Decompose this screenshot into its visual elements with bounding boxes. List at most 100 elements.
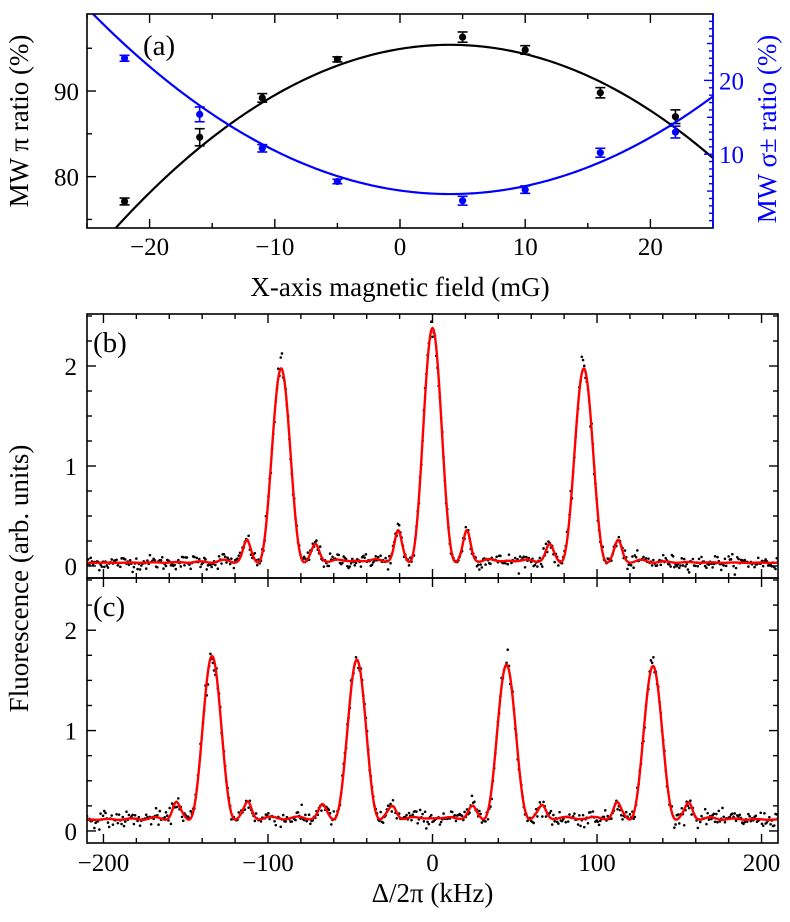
- spectrum-data-point: [177, 797, 180, 800]
- spectrum-data-point: [616, 807, 619, 811]
- spectrum-data-point: [222, 552, 226, 556]
- panel-a-data-point: [671, 113, 680, 121]
- spectrum-data-point: [606, 814, 610, 818]
- spectrum-data-point: [302, 555, 306, 559]
- panel-a-data-point: [333, 55, 341, 63]
- spectrum-data-point: [363, 556, 366, 560]
- spectrum-data-point: [568, 813, 571, 816]
- spectrum-data-point: [566, 820, 570, 823]
- panel-a-plot-area: [91, 14, 713, 228]
- spectrum-data-point: [296, 810, 300, 814]
- spectrum-data-point: [304, 813, 307, 817]
- spectrum-data-point: [426, 820, 429, 824]
- spectrum-data-point: [549, 809, 553, 813]
- spectrum-data-point: [677, 822, 681, 825]
- spectrum-data-point: [389, 561, 392, 565]
- panel-a-fit-curve-1: [91, 14, 713, 196]
- spectrum-data-point: [410, 818, 413, 822]
- spectrum-data-point: [279, 825, 283, 829]
- spectrum-data-point: [706, 811, 709, 815]
- spectrum-data-point: [687, 806, 691, 810]
- spectrum-data-point: [743, 820, 746, 824]
- spectrum-data-point: [711, 566, 714, 569]
- spectrum-data-point: [599, 819, 602, 823]
- spectrum-data-point: [552, 813, 555, 817]
- spectrum-data-point: [195, 556, 199, 560]
- spectrum-data-point: [624, 810, 628, 814]
- spectrum-data-point: [578, 814, 581, 817]
- spectrum-data-point: [349, 562, 353, 565]
- spectrum-data-point: [719, 568, 723, 572]
- spectrum-data-point: [674, 823, 677, 826]
- spectrum-data-point: [391, 798, 395, 802]
- spectrum-data-point: [532, 821, 535, 825]
- spectrum-data-point: [102, 809, 106, 813]
- spectrum-data-point: [633, 815, 637, 819]
- spectrum-data-point: [765, 821, 769, 824]
- spectrum-data-point: [478, 568, 481, 571]
- spectrum-data-point: [237, 554, 241, 557]
- spectrum-data-point: [753, 565, 756, 569]
- spectrum-data-point: [454, 819, 458, 823]
- spectrum-data-point: [668, 563, 671, 566]
- panel-b-label: (b): [93, 327, 127, 359]
- spectrum-x-tick-label: 0: [426, 850, 439, 877]
- spectrum-data-point: [580, 355, 584, 359]
- spectrum-data-point: [168, 806, 171, 810]
- spectrum-data-point: [216, 567, 220, 570]
- spectrum-data-point: [480, 821, 484, 824]
- spectrum-data-point: [731, 552, 734, 556]
- spectrum-data-point: [747, 565, 750, 568]
- spectrum-data-point: [274, 823, 278, 827]
- spectrum-data-point: [523, 565, 527, 569]
- spectrum-data-point: [732, 564, 735, 568]
- spectrum-data-point: [536, 815, 539, 818]
- spectrum-data-point: [421, 812, 424, 816]
- spectrum-data-point: [716, 820, 719, 824]
- spectrum-data-point: [677, 566, 681, 570]
- spectrum-x-tick-label: −100: [242, 850, 294, 877]
- spectrum-data-point: [562, 817, 565, 821]
- spectrum-data-point: [632, 566, 635, 569]
- spectrum-data-point: [768, 815, 771, 819]
- spectrum-data-point: [120, 822, 123, 826]
- spectrum-data-point: [425, 827, 428, 830]
- spectrum-data-point: [148, 553, 152, 557]
- spectrum-data-point: [544, 542, 548, 546]
- spectrum-data-point: [631, 555, 634, 558]
- spectrum-data-point: [306, 551, 310, 554]
- spectrum-data-point: [745, 820, 749, 824]
- spectrum-data-point: [89, 556, 92, 560]
- spectrum-data-point: [318, 545, 322, 548]
- spectrum-data-point: [232, 566, 236, 570]
- spectrum-data-point: [416, 822, 419, 825]
- spectrum-data-point: [353, 564, 357, 567]
- spectrum-data-point: [279, 356, 283, 359]
- spectrum-data-point: [164, 811, 168, 814]
- spectrum-data-point: [644, 557, 648, 560]
- panel-a-right-y-axis-label: MW σ± ratio (%): [752, 35, 782, 224]
- spectrum-data-point: [175, 805, 179, 809]
- spectrum-data-point: [675, 564, 679, 568]
- spectrum-data-point: [659, 563, 663, 567]
- spectrum-data-point: [682, 824, 686, 827]
- spectrum-data-point: [712, 812, 716, 816]
- spectrum-data-point: [354, 561, 358, 565]
- spectrum-data-point: [484, 820, 487, 823]
- spectrum-data-point: [169, 822, 173, 826]
- panel-b: 0 1 2 (b): [65, 313, 779, 581]
- spectrum-data-point: [209, 652, 212, 656]
- panel-a-data-point: [521, 46, 529, 54]
- spectrum-data-point: [548, 811, 552, 815]
- spectrum-data-point: [748, 815, 751, 818]
- spectrum-data-point: [209, 563, 212, 567]
- spectrum-data-point: [328, 552, 332, 555]
- panel-b-frame: [86, 313, 779, 579]
- panel-a-left-y-tick-label: 80: [54, 165, 79, 192]
- spectrum-data-point: [405, 813, 408, 817]
- spectrum-data-point: [697, 557, 701, 561]
- panel-a-data-point: [120, 54, 129, 62]
- spectrum-data-point: [138, 568, 142, 571]
- spectrum-data-point: [135, 557, 138, 560]
- spectrum-data-point: [106, 821, 110, 824]
